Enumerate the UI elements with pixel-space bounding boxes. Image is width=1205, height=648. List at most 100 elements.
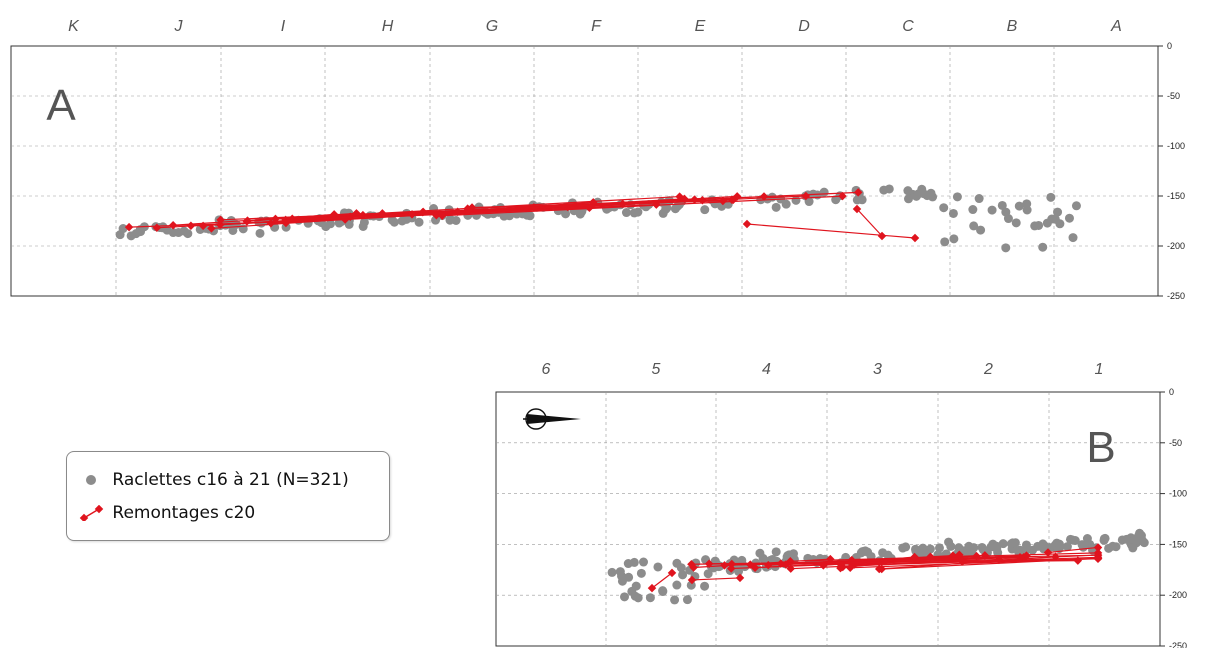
refit-marker	[720, 561, 729, 570]
data-point	[922, 191, 932, 201]
panel-b: 0 -50 -100 -150 -200 -250 6 5 4 3 2 1 B	[495, 361, 1187, 648]
y-tick-label: -100	[1167, 141, 1185, 151]
data-point	[974, 194, 984, 204]
data-point	[682, 595, 692, 605]
data-point	[964, 541, 974, 551]
data-point	[1065, 534, 1075, 544]
refit-line	[746, 223, 916, 239]
refit-marker	[667, 568, 677, 578]
data-point	[321, 222, 331, 232]
data-point	[615, 567, 625, 577]
data-point	[387, 215, 397, 225]
data-point	[755, 548, 765, 558]
data-point	[630, 591, 640, 601]
refit-series	[647, 543, 1103, 593]
north-arrow-head	[527, 414, 581, 424]
x-tick-label: 1	[1095, 361, 1104, 378]
data-point	[831, 195, 841, 205]
data-point	[445, 214, 455, 224]
data-point	[653, 562, 663, 572]
data-point	[255, 228, 265, 238]
data-point	[1011, 218, 1021, 228]
data-point	[1038, 242, 1048, 252]
refit-marker	[836, 563, 845, 573]
y-tick-label: -200	[1167, 241, 1185, 251]
data-point	[658, 208, 668, 218]
data-point	[1100, 533, 1110, 543]
data-point	[969, 221, 979, 231]
data-point	[174, 228, 184, 238]
panel-label: A	[46, 81, 76, 130]
data-point	[1104, 543, 1114, 553]
data-point	[636, 568, 646, 578]
data-point	[1122, 534, 1132, 544]
legend: Raclettes c16 à 21 (N=321) Remontages c2…	[66, 451, 390, 541]
data-point	[1077, 540, 1087, 550]
legend-item-points: Raclettes c16 à 21 (N=321)	[79, 470, 349, 490]
y-tick-label: -150	[1169, 539, 1187, 549]
x-tick-label: B	[1007, 18, 1018, 35]
data-point	[1128, 543, 1138, 553]
x-tick-label: F	[591, 18, 602, 35]
data-point	[771, 547, 781, 557]
refit-marker	[1093, 554, 1103, 563]
data-point	[621, 208, 631, 218]
data-point	[617, 576, 627, 586]
data-point	[952, 192, 962, 202]
refit-line	[879, 556, 1056, 570]
data-point	[1068, 233, 1078, 243]
refit-marker	[819, 561, 828, 570]
red-refit-line-icon	[79, 504, 107, 523]
data-point	[358, 221, 368, 231]
panel-a: 0 -50 -100 -150 -200 -250 K J I H G F E D C B A A	[10, 18, 1185, 301]
x-tick-label: 6	[542, 361, 551, 378]
refit-line	[850, 557, 1099, 569]
y-tick-label: -150	[1167, 191, 1185, 201]
data-point	[919, 548, 929, 558]
refit-line	[840, 554, 960, 569]
data-point	[672, 558, 682, 568]
refit-marker	[910, 233, 920, 243]
refit-line	[211, 201, 594, 230]
refit-marker	[687, 575, 697, 585]
legend-refit-label: Remontages c20	[112, 503, 256, 523]
gray-dot-icon	[79, 472, 107, 488]
refit-marker	[926, 552, 935, 561]
data-point	[976, 225, 986, 235]
data-point	[898, 543, 908, 553]
refit-line	[442, 195, 843, 217]
refit-line	[823, 556, 915, 566]
legend-item-refits: Remontages c20	[79, 503, 255, 523]
data-point	[670, 204, 680, 214]
data-point	[414, 217, 424, 227]
data-point	[118, 224, 128, 234]
refit-marker	[742, 219, 752, 229]
data-point	[987, 205, 997, 215]
data-point	[903, 186, 913, 196]
data-point	[946, 541, 956, 551]
data-point	[1050, 214, 1060, 224]
data-point	[1062, 542, 1072, 552]
x-tick-label: J	[174, 18, 184, 35]
plot-frame	[495, 391, 1161, 647]
data-point	[1001, 207, 1011, 217]
data-point	[525, 211, 535, 221]
data-point	[1054, 539, 1064, 549]
data-point	[1139, 538, 1149, 548]
y-tick-label: -250	[1169, 641, 1187, 648]
data-point	[1021, 545, 1031, 555]
refit-marker	[124, 222, 134, 232]
data-point	[136, 227, 146, 237]
data-point	[803, 553, 813, 563]
data-point	[561, 209, 571, 219]
refit-marker	[1093, 543, 1103, 552]
refit-line	[856, 208, 883, 237]
data-point	[1014, 201, 1024, 211]
data-point	[661, 201, 671, 211]
x-tick-label: 4	[762, 361, 771, 378]
data-point	[700, 205, 710, 215]
data-point	[911, 546, 921, 556]
refit-marker	[826, 554, 835, 564]
data-point	[1071, 201, 1081, 211]
refit-marker	[727, 559, 737, 569]
